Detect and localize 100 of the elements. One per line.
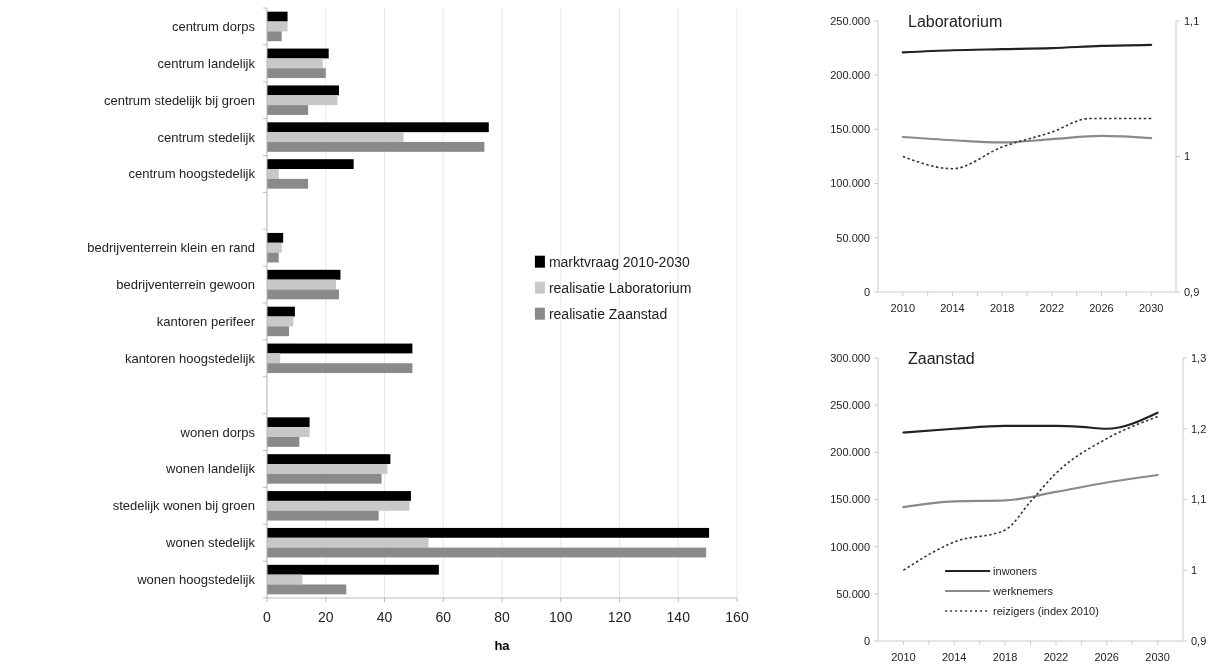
line-series <box>901 134 1153 144</box>
x-tick-label: 2018 <box>989 302 1015 314</box>
y-tick-label: 200.000 <box>830 69 870 82</box>
bar <box>267 68 326 79</box>
legend-label: reizigers (index 2010) <box>993 604 1099 617</box>
bar <box>267 141 485 152</box>
bar <box>267 85 339 96</box>
legend-label: realisatie Laboratorium <box>548 279 692 296</box>
y-tick-label: centrum landelijk <box>157 55 256 71</box>
x-tick-label: 2022 <box>1039 302 1065 314</box>
line-series <box>902 411 1159 434</box>
y-tick-label: 0 <box>863 285 870 298</box>
x-tick-label: 2030 <box>1138 302 1164 314</box>
bar <box>267 169 279 179</box>
bar <box>267 363 413 374</box>
y2-tick-label: 1,2 <box>1191 422 1207 435</box>
y2-tick-label: 1,3 <box>1191 351 1207 364</box>
bar <box>267 279 337 290</box>
x-tick-label: 2014 <box>940 302 965 314</box>
bar <box>267 132 404 142</box>
bar <box>267 343 413 354</box>
line-series <box>901 43 1153 54</box>
y-tick-label: 150.000 <box>830 123 870 136</box>
bar <box>267 527 710 538</box>
y-tick-label: 100.000 <box>830 177 870 190</box>
x-tick-label: 140 <box>666 609 691 625</box>
y-tick-label: stedelijk wonen bij groen <box>112 498 255 514</box>
bar <box>267 473 382 484</box>
y2-tick-label: 1,1 <box>1191 493 1207 506</box>
x-tick-label: 60 <box>435 609 452 625</box>
bar <box>267 547 707 558</box>
legend-label: werknemers <box>992 584 1054 597</box>
legend-label: realisatie Zaanstad <box>548 305 668 322</box>
bar <box>267 491 411 501</box>
bar <box>267 122 489 133</box>
chart-title: Zaanstad <box>908 350 975 367</box>
bar <box>267 178 309 189</box>
y-tick-label: centrum stedelijk <box>157 129 256 145</box>
y-tick-label: bedrijventerrein klein en rand <box>87 240 255 256</box>
bar <box>267 510 379 521</box>
y-tick-label: kantoren perifeer <box>156 313 256 329</box>
legend-label: inwoners <box>993 564 1038 577</box>
x-tick-label: 80 <box>494 609 510 625</box>
y-tick-label: centrum hoogstedelijk <box>128 166 256 182</box>
bar <box>267 537 429 548</box>
bar <box>267 11 288 22</box>
bar <box>267 353 281 364</box>
y-tick-label: wonen landelijk <box>165 461 256 477</box>
x-tick-label: 2030 <box>1145 651 1170 663</box>
x-tick-label: 2014 <box>942 651 967 663</box>
bar <box>267 500 410 511</box>
chart-title: Laboratorium <box>908 13 1003 30</box>
x-tick-label: 2026 <box>1089 302 1114 314</box>
bar <box>267 436 300 447</box>
x-tick-label: 2026 <box>1094 651 1119 663</box>
x-tick-label: 2018 <box>992 651 1018 663</box>
bar <box>267 306 295 317</box>
x-axis-title: ha <box>494 638 511 653</box>
bar <box>267 584 347 595</box>
legend-label: marktvraag 2010-2030 <box>548 253 690 270</box>
y2-tick-label: 1 <box>1191 564 1198 577</box>
bar <box>267 31 282 42</box>
line-series <box>902 117 1152 170</box>
x-tick-label: 2022 <box>1043 651 1069 663</box>
bar <box>267 159 354 170</box>
y2-tick-label: 1 <box>1184 150 1191 163</box>
y-tick-label: 100.000 <box>830 540 870 553</box>
y-tick-label: 0 <box>863 634 870 647</box>
y-tick-label: 250.000 <box>830 399 870 412</box>
y-tick-label: kantoren hoogstedelijk <box>124 350 256 366</box>
bar <box>267 48 329 59</box>
bar <box>267 95 338 106</box>
x-tick-label: 2010 <box>890 302 916 314</box>
y-tick-label: 250.000 <box>830 14 870 27</box>
y-tick-label: wonen stedelijk <box>165 535 256 551</box>
bar <box>267 269 341 280</box>
x-tick-label: 160 <box>725 609 749 625</box>
bar <box>267 242 282 253</box>
y-tick-label: wonen dorps <box>179 424 256 440</box>
y2-tick-label: 1,1 <box>1184 14 1200 27</box>
bar <box>267 105 309 115</box>
y-tick-label: 150.000 <box>830 493 870 506</box>
y-tick-label: 50.000 <box>836 587 870 600</box>
y-tick-label: bedrijventerrein gewoon <box>116 277 255 293</box>
x-tick-label: 120 <box>607 609 632 625</box>
line-series <box>902 473 1159 509</box>
bar <box>267 564 439 575</box>
bar <box>267 326 290 337</box>
y2-tick-label: 0,9 <box>1184 285 1200 298</box>
bar <box>267 427 310 437</box>
bar <box>267 464 388 474</box>
bar <box>267 417 310 428</box>
bar <box>267 454 391 465</box>
y-tick-label: 50.000 <box>836 231 870 244</box>
y-tick-label: 300.000 <box>830 351 870 364</box>
y-tick-label: wonen hoogstedelijk <box>136 572 256 588</box>
bar <box>267 58 323 69</box>
x-tick-label: 0 <box>263 609 272 625</box>
x-tick-label: 2010 <box>891 651 916 663</box>
x-tick-label: 20 <box>317 609 334 625</box>
